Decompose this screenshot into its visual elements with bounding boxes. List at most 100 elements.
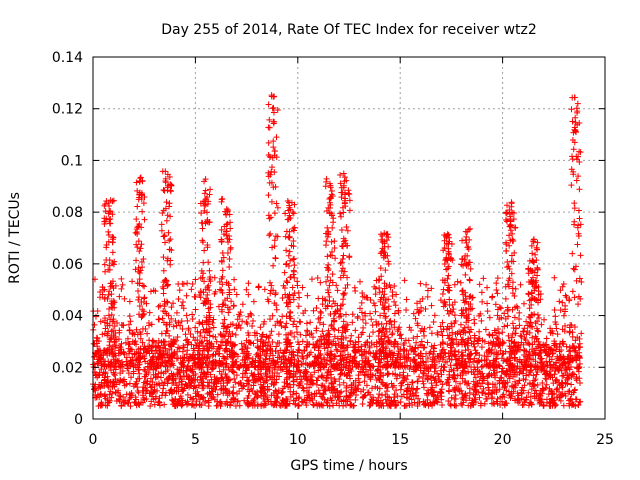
data-point xyxy=(274,204,281,211)
data-point xyxy=(346,207,353,214)
data-point xyxy=(433,396,440,403)
data-point xyxy=(204,340,211,347)
data-point xyxy=(166,332,173,339)
data-point xyxy=(133,380,140,387)
data-point xyxy=(338,243,345,250)
data-point xyxy=(373,377,380,384)
data-point xyxy=(204,390,211,397)
data-point xyxy=(116,392,123,399)
data-point xyxy=(406,366,413,372)
data-point xyxy=(227,225,234,232)
data-point xyxy=(319,372,326,379)
data-point xyxy=(295,402,302,409)
data-point xyxy=(411,357,418,364)
data-point xyxy=(340,209,347,216)
data-point xyxy=(393,291,400,298)
data-point xyxy=(575,153,582,160)
data-point xyxy=(496,316,503,323)
data-point xyxy=(523,318,530,325)
data-point xyxy=(188,286,195,293)
data-point xyxy=(238,340,245,347)
data-point xyxy=(91,361,98,368)
data-point xyxy=(108,367,115,374)
data-point xyxy=(520,401,527,408)
data-point xyxy=(259,343,266,350)
data-point xyxy=(391,310,398,317)
data-point xyxy=(466,259,473,266)
data-point xyxy=(288,343,295,350)
data-point xyxy=(420,359,427,366)
data-point xyxy=(290,271,297,278)
data-point xyxy=(472,347,479,354)
data-point xyxy=(391,298,398,305)
data-point xyxy=(178,318,185,325)
data-point xyxy=(428,302,435,309)
data-point xyxy=(556,354,563,361)
data-point xyxy=(384,371,391,378)
data-point xyxy=(216,344,223,351)
data-point xyxy=(151,401,158,408)
data-point xyxy=(118,340,125,347)
data-point xyxy=(270,93,277,100)
data-point xyxy=(462,295,469,302)
data-point xyxy=(337,172,344,179)
data-point xyxy=(326,331,333,338)
data-point xyxy=(199,321,206,328)
data-point xyxy=(227,244,234,251)
data-point xyxy=(303,320,310,327)
data-point xyxy=(379,245,386,252)
data-point xyxy=(537,347,544,354)
data-point xyxy=(177,393,184,400)
data-point xyxy=(162,179,169,186)
data-point xyxy=(195,382,202,389)
data-point xyxy=(531,311,538,318)
data-point xyxy=(373,399,380,406)
data-point xyxy=(575,293,582,300)
data-point xyxy=(493,287,500,294)
data-point xyxy=(224,324,231,331)
data-point xyxy=(107,220,114,227)
data-point xyxy=(504,259,511,266)
data-point xyxy=(185,400,192,407)
data-point xyxy=(326,204,333,211)
data-point xyxy=(257,392,264,399)
data-point xyxy=(105,231,112,238)
data-point xyxy=(232,331,239,338)
data-point xyxy=(148,361,155,368)
data-point xyxy=(113,342,120,349)
data-point xyxy=(352,339,359,346)
data-point xyxy=(511,371,518,378)
data-point xyxy=(197,275,204,282)
data-point xyxy=(519,384,526,391)
data-point xyxy=(500,350,507,357)
data-point xyxy=(378,329,385,336)
data-point xyxy=(384,393,391,400)
data-point xyxy=(206,309,213,316)
data-point xyxy=(522,336,529,343)
data-point xyxy=(574,353,581,360)
data-point xyxy=(512,285,519,292)
data-point xyxy=(451,312,458,319)
data-point xyxy=(270,104,277,111)
data-point xyxy=(343,359,350,366)
data-point xyxy=(376,289,383,296)
data-point xyxy=(208,360,215,367)
data-point xyxy=(216,278,223,285)
data-point xyxy=(483,349,490,356)
data-point xyxy=(262,391,269,398)
data-point xyxy=(505,332,512,339)
data-point xyxy=(428,343,435,350)
data-point xyxy=(570,344,577,351)
data-point xyxy=(484,284,491,291)
data-point xyxy=(258,374,265,381)
data-point xyxy=(121,378,128,385)
data-point xyxy=(534,246,541,253)
data-point xyxy=(509,279,516,286)
data-point xyxy=(376,391,383,398)
data-point xyxy=(314,338,321,345)
data-point xyxy=(324,370,331,377)
data-point xyxy=(152,393,159,400)
data-point xyxy=(370,329,377,336)
data-point xyxy=(389,384,396,391)
